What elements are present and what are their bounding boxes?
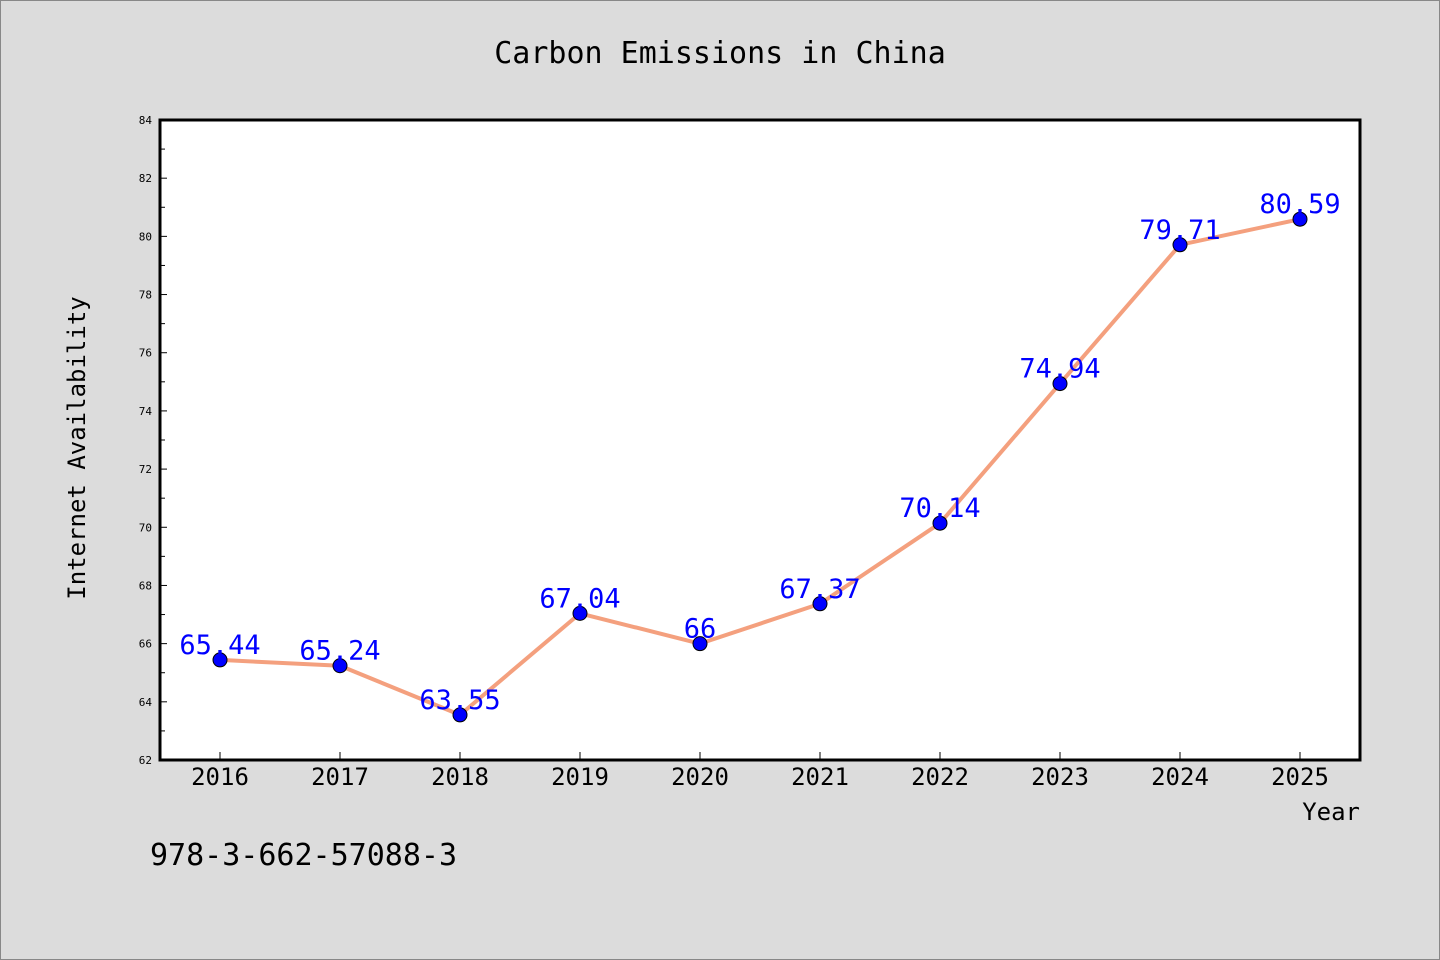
data-point (452, 707, 468, 723)
data-point (812, 596, 828, 612)
y-tick-label: 66 (139, 638, 152, 651)
data-point (1172, 237, 1188, 253)
x-axis-label: Year (1302, 798, 1360, 826)
y-tick-label: 74 (139, 405, 153, 418)
data-point (1292, 211, 1308, 227)
data-point (572, 605, 588, 621)
data-point (932, 515, 948, 531)
y-tick-label: 76 (139, 347, 152, 360)
series-layer (212, 211, 1308, 723)
y-tick-label: 70 (139, 521, 152, 534)
data-point (212, 652, 228, 668)
data-point (1052, 376, 1068, 392)
x-tick-label: 2021 (791, 763, 849, 791)
data-label: 79.71 (1139, 215, 1220, 246)
data-label: 80.59 (1259, 189, 1340, 220)
plot-border (158, 118, 1362, 762)
series-line (219, 217, 1301, 717)
y-tick-label: 80 (139, 230, 152, 243)
data-label: 66 (684, 614, 717, 645)
x-tick-label: 2020 (671, 763, 729, 791)
x-tick-label: 2022 (911, 763, 969, 791)
y-tick-label: 62 (139, 754, 152, 767)
footer-code: 978-3-662-57088-3 (150, 838, 457, 873)
x-tick-label: 2017 (311, 763, 369, 791)
y-tick-label: 84 (139, 114, 153, 127)
data-label: 74.94 (1019, 354, 1100, 385)
y-axis-label: Internet Availability (63, 296, 91, 599)
x-tick-label: 2024 (1151, 763, 1209, 791)
y-tick-label: 72 (139, 463, 152, 476)
x-tick-label: 2018 (431, 763, 489, 791)
x-tick-label: 2016 (191, 763, 249, 791)
x-tick-label: 2023 (1031, 763, 1089, 791)
y-tick-label: 64 (139, 696, 153, 709)
data-label: 63.55 (419, 685, 500, 716)
data-label: 67.04 (539, 583, 620, 614)
y-tick-label: 82 (139, 172, 152, 185)
plot-area (160, 120, 1360, 760)
data-point (692, 636, 708, 652)
data-label: 65.24 (299, 636, 380, 667)
data-labels-layer: 65.44 65.24 63.55 67.04 66 67.37 70.14 74.94 79.… (179, 189, 1340, 716)
x-tick-label: 2025 (1271, 763, 1329, 791)
x-axis-ticks: 2016 2017 2018 2019 2020 2021 2022 2023 2024 2025 (191, 752, 1329, 791)
data-label: 65.44 (179, 630, 260, 661)
y-tick-label: 68 (139, 579, 152, 592)
chart-title: Carbon Emissions in China (494, 36, 946, 71)
data-label: 70.14 (899, 493, 980, 524)
data-point (332, 658, 348, 674)
y-tick-label: 78 (139, 289, 152, 302)
data-label: 67.37 (779, 574, 860, 605)
x-tick-label: 2019 (551, 763, 609, 791)
